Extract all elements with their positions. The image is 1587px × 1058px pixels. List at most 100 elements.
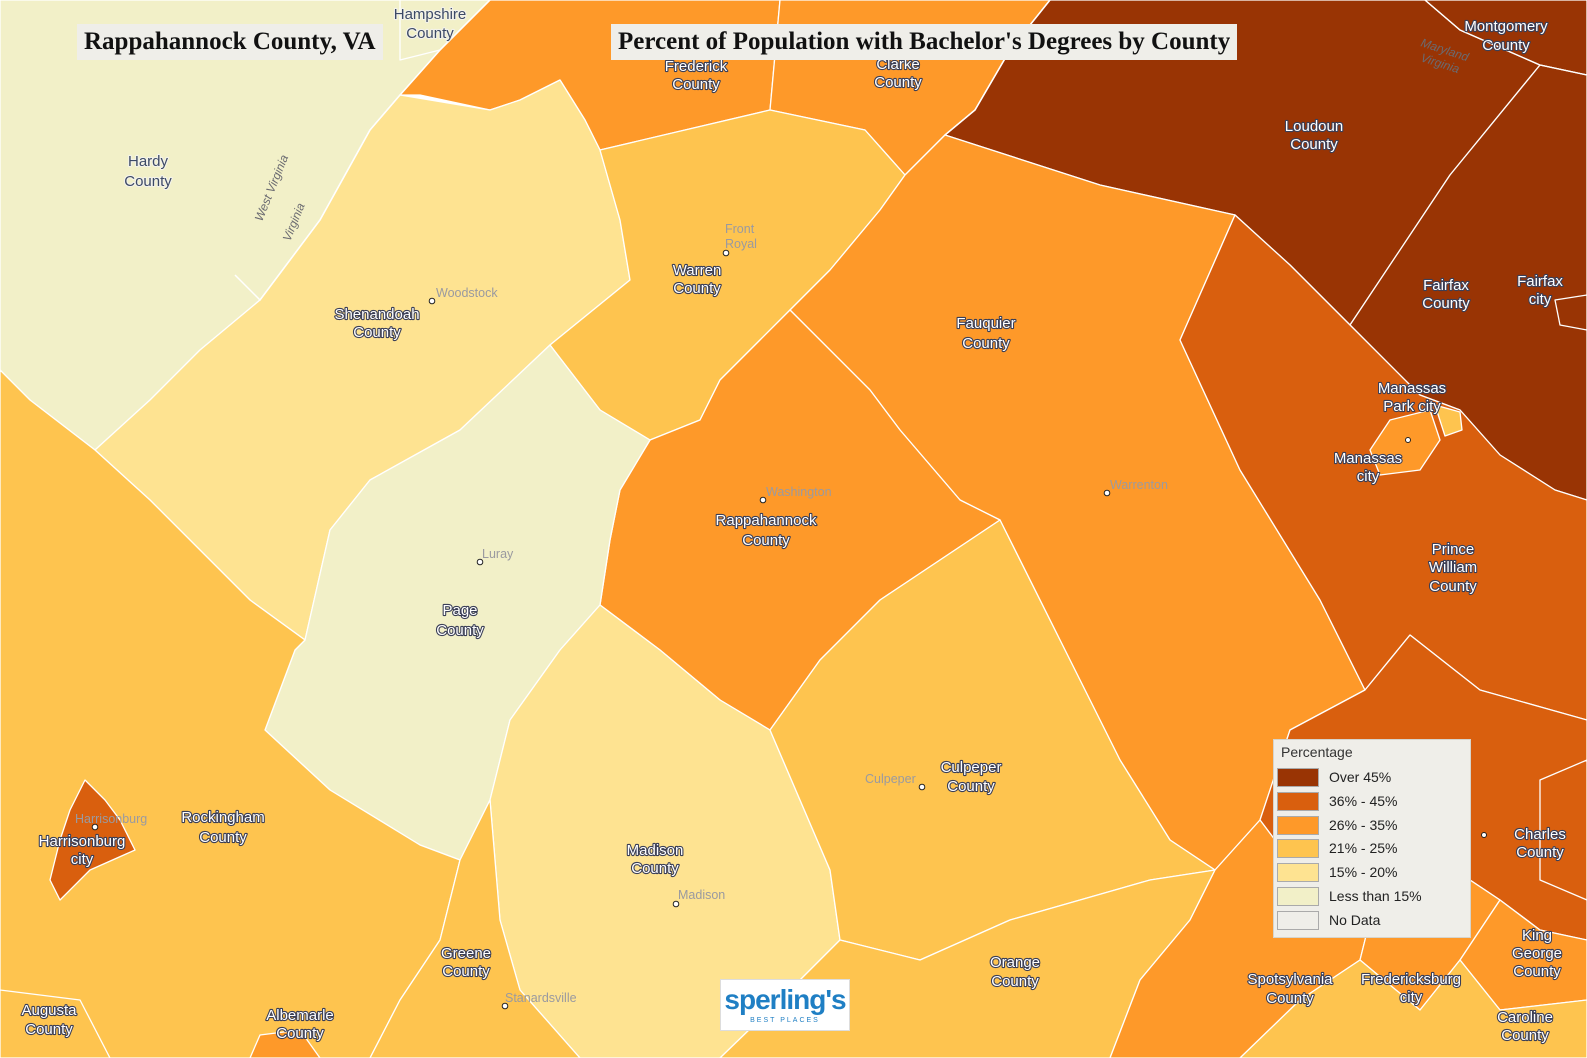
legend-swatch-less-than-15 — [1277, 886, 1319, 906]
town-dot-stanardsville — [501, 1002, 509, 1010]
county-label-fredericksburg-1: Fredericksburg — [1361, 971, 1461, 988]
region-harrisonburg[interactable] — [49, 779, 136, 901]
county-label-clarke-2: County — [874, 74, 922, 91]
county-label-hampshire-2: County — [406, 25, 454, 42]
county-label-fauquier-1: Fauquier — [956, 315, 1015, 332]
legend-label-less-than-15: Less than 15% — [1329, 888, 1422, 904]
county-label-prince-william-3: County — [1429, 578, 1477, 595]
town-label-washington: Washington — [766, 485, 832, 499]
county-label-greene-2: County — [442, 963, 490, 980]
legend-row-26-35: 26% - 35% — [1277, 814, 1397, 836]
county-label-spotsylvania-2: County — [1266, 990, 1314, 1007]
county-label-montgomery-1: Montgomery — [1464, 18, 1548, 35]
county-label-hardy-2: County — [124, 173, 172, 190]
region-augusta[interactable] — [0, 989, 111, 1058]
county-label-rockingham-1: Rockingham — [181, 809, 264, 826]
logo-tagline: BEST PLACES — [750, 1017, 820, 1024]
region-greene[interactable] — [369, 799, 581, 1058]
town-label-warrenton: Warrenton — [1110, 478, 1168, 492]
legend-title: Percentage — [1281, 744, 1353, 760]
county-label-rappahannock-1: Rappahannock — [716, 512, 817, 529]
region-caroline[interactable] — [1239, 959, 1587, 1058]
county-label-augusta-1: Augusta — [21, 1002, 77, 1019]
county-label-shenandoah-2: County — [353, 324, 401, 341]
legend-label-no-data: No Data — [1329, 912, 1381, 928]
county-label-manassas-park-2: Park city — [1383, 398, 1441, 415]
legend-row-15-20: 15% - 20% — [1277, 861, 1397, 883]
legend-swatch-15-20 — [1277, 862, 1319, 882]
county-label-greene-1: Greene — [441, 945, 491, 962]
town-label-madison: Madison — [678, 888, 725, 902]
county-label-fairfax-city-2: city — [1529, 291, 1552, 308]
legend-swatch-no-data — [1277, 910, 1319, 930]
county-label-prince-william-1: Prince — [1432, 541, 1475, 558]
county-label-king-george-1: King — [1522, 927, 1552, 944]
map-title: Percent of Population with Bachelor's De… — [611, 24, 1238, 60]
county-label-manassas-park-1: Manassas — [1378, 380, 1446, 397]
county-label-king-george-3: County — [1513, 963, 1561, 980]
town-label-woodstock: Woodstock — [436, 286, 498, 300]
legend-swatch-21-25 — [1277, 838, 1319, 858]
county-label-manassas-2: city — [1357, 468, 1380, 485]
county-label-caroline-1: Caroline — [1497, 1009, 1553, 1026]
county-label-fairfax-county-1: Fairfax — [1423, 277, 1469, 294]
region-charles[interactable] — [1539, 759, 1587, 901]
county-label-charles-1: Charles — [1514, 826, 1566, 843]
county-label-spotsylvania-1: Spotsylvania — [1247, 971, 1333, 988]
legend-row-no-data: No Data — [1277, 909, 1380, 931]
legend-label-26-35: 26% - 35% — [1329, 817, 1398, 833]
county-label-fauquier-2: County — [962, 335, 1010, 352]
legend-label-21-25: 21% - 25% — [1329, 840, 1398, 856]
town-dot-front-royal — [722, 249, 730, 257]
town-dot-manassas — [1405, 437, 1411, 443]
county-label-rappahannock-2: County — [742, 532, 790, 549]
legend-row-over-45: Over 45% — [1277, 766, 1391, 788]
county-label-frederick-1: Frederick — [665, 58, 728, 75]
legend-swatch-36-45 — [1277, 791, 1319, 811]
county-label-page-1: Page — [442, 602, 477, 619]
county-label-orange-2: County — [991, 973, 1039, 990]
town-dot-woodstock — [428, 297, 436, 305]
legend-swatch-over-45 — [1277, 767, 1319, 787]
region-manassas-park[interactable] — [1434, 404, 1463, 437]
town-label-front-royal-2: Royal — [725, 237, 757, 251]
county-label-hampshire-1: Hampshire — [394, 6, 467, 23]
region-albemarle[interactable] — [249, 1029, 321, 1058]
md-va-border-east — [1424, 0, 1587, 76]
county-label-rockingham-2: County — [199, 829, 247, 846]
county-label-loudoun-2: County — [1290, 136, 1338, 153]
region-fairfax-city[interactable] — [1554, 294, 1587, 331]
legend-label-over-45: Over 45% — [1329, 769, 1392, 785]
county-label-warren-1: Warren — [673, 262, 722, 279]
town-label-harrisonburg: Harrisonburg — [75, 812, 147, 826]
county-label-madison-1: Madison — [627, 842, 684, 859]
county-label-orange-1: Orange — [990, 954, 1040, 971]
county-label-charles-2: County — [1516, 844, 1564, 861]
county-title: Rappahannock County, VA — [77, 24, 383, 60]
county-label-madison-2: County — [631, 860, 679, 877]
county-label-manassas-1: Manassas — [1334, 450, 1402, 467]
town-label-stanardsville: Stanardsville — [505, 991, 577, 1005]
county-label-prince-william-2: William — [1429, 559, 1477, 576]
county-label-loudoun-1: Loudoun — [1285, 118, 1343, 135]
county-label-shenandoah-1: Shenandoah — [334, 306, 419, 323]
county-label-fredericksburg-2: city — [1400, 989, 1423, 1006]
legend-label-15-20: 15% - 20% — [1329, 864, 1398, 880]
town-dot-fredericksburg — [1481, 832, 1487, 838]
region-manassas[interactable] — [1369, 409, 1441, 476]
sperlings-logo[interactable]: sperling's BEST PLACES — [720, 979, 850, 1031]
legend: Percentage Over 45% 36% - 45% 26% - 35% … — [1273, 739, 1471, 938]
town-label-luray: Luray — [482, 547, 514, 561]
legend-row-36-45: 36% - 45% — [1277, 790, 1397, 812]
county-label-albemarle-1: Albemarle — [266, 1007, 334, 1024]
county-label-harrisonburg-1: Harrisonburg — [39, 833, 126, 850]
county-label-culpeper-2: County — [947, 778, 995, 795]
county-label-caroline-2: County — [1501, 1027, 1549, 1044]
town-dot-madison — [672, 900, 680, 908]
legend-label-36-45: 36% - 45% — [1329, 793, 1398, 809]
county-label-warren-2: County — [673, 280, 721, 297]
town-markers — [91, 249, 1487, 1010]
legend-row-21-25: 21% - 25% — [1277, 837, 1397, 859]
legend-swatch-26-35 — [1277, 815, 1319, 835]
